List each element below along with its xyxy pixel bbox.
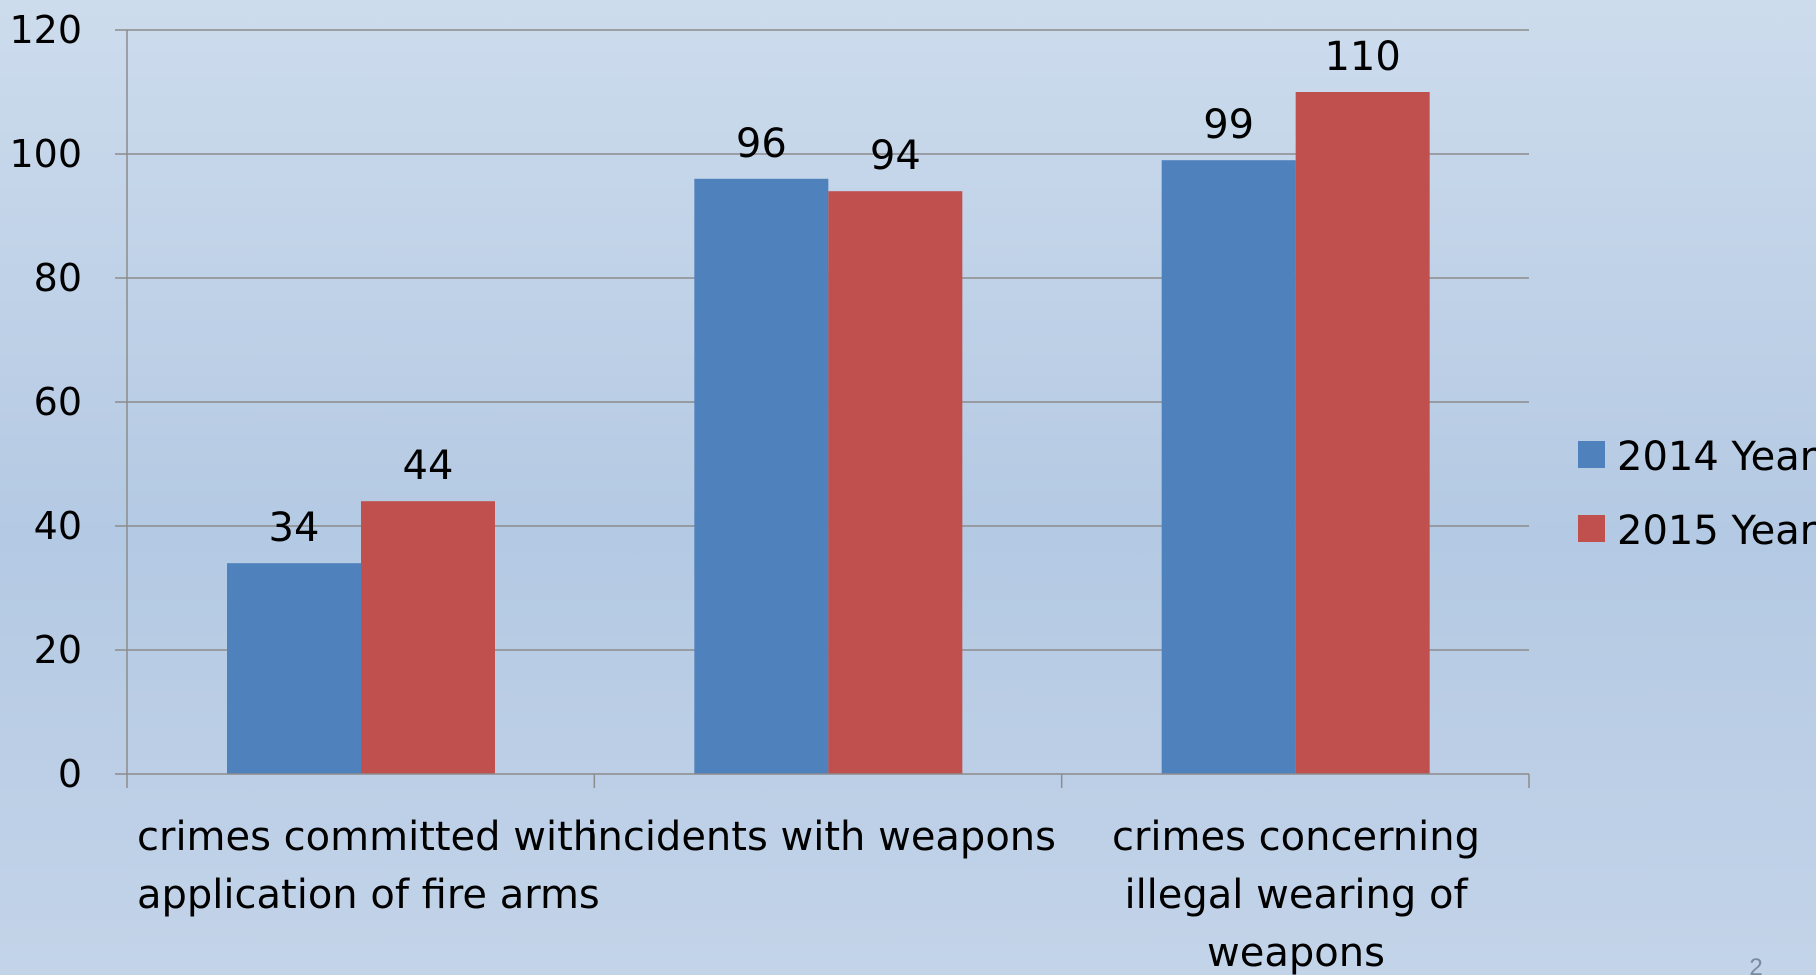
legend-label: 2014 Year	[1617, 434, 1816, 480]
x-category-label-line: crimes concerning	[1112, 814, 1480, 860]
x-category-label: crimes concerning illegal wearing of weapo…	[1112, 814, 1480, 975]
x-category-label-line: illegal wearing of	[1124, 872, 1468, 918]
data-labels: 34 44 96 94 99 110	[269, 34, 1401, 551]
slide-number: 2	[1749, 954, 1762, 975]
x-category-label-line: application of fire arms	[137, 872, 600, 918]
x-category-label-line: incidents with weapons	[586, 814, 1056, 860]
legend-swatch	[1578, 441, 1605, 468]
y-tick-label: 120	[9, 8, 82, 52]
bars	[227, 92, 1430, 775]
y-tick-label: 0	[58, 752, 82, 796]
legend-swatch	[1578, 515, 1605, 542]
bar	[1295, 92, 1430, 774]
y-tick-label: 40	[34, 504, 82, 548]
x-category-label: crimes committed with application of fire…	[137, 814, 600, 918]
category-labels: crimes committed with application of fire…	[137, 814, 1480, 975]
y-tick-label: 100	[9, 132, 82, 176]
data-label: 110	[1324, 34, 1400, 80]
y-tick-labels: 0 20 40 60 80 100 120	[9, 8, 82, 796]
x-category-label-line: crimes committed with	[137, 814, 598, 860]
bar	[828, 191, 963, 774]
data-label: 99	[1203, 102, 1254, 148]
data-label: 34	[269, 505, 320, 551]
y-tick-label: 80	[34, 256, 82, 300]
bar	[361, 501, 495, 774]
bar	[227, 563, 361, 774]
legend-label: 2015 Year	[1617, 508, 1816, 554]
legend: 2014 Year 2015 Year	[1578, 434, 1816, 554]
bar	[694, 178, 829, 775]
y-tick-label: 20	[34, 628, 82, 672]
x-category-label: incidents with weapons	[586, 814, 1056, 860]
y-tick-label: 60	[34, 380, 82, 424]
data-label: 44	[403, 443, 454, 489]
data-label: 96	[736, 121, 787, 167]
x-category-label-line: weapons	[1207, 930, 1385, 975]
data-label: 94	[870, 133, 921, 179]
bar	[1161, 160, 1296, 774]
axes	[115, 30, 1530, 788]
